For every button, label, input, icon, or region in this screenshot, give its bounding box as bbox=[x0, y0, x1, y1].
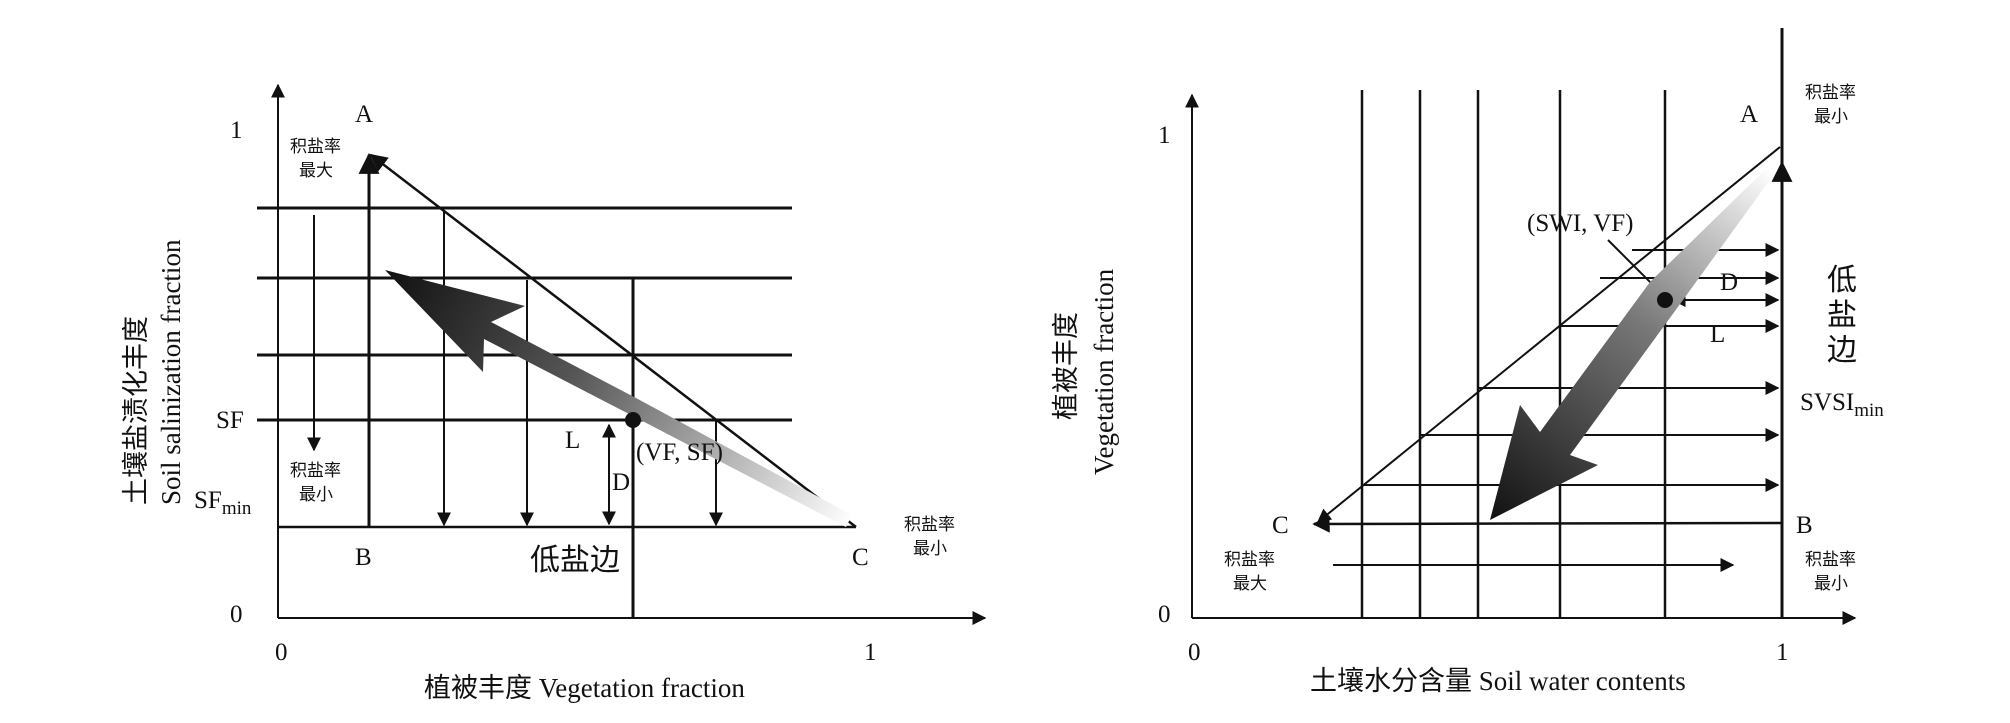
right-low-salt-2: 盐 bbox=[1827, 299, 1857, 332]
left-vertex-a: A bbox=[355, 101, 373, 128]
left-point bbox=[625, 412, 641, 428]
right-min-accum-top-1: 积盐率 bbox=[1805, 83, 1856, 102]
left-panel: A 1 积盐率 最大 SF SFmin 积盐率 最小 L D (VF, SF) … bbox=[121, 83, 987, 703]
left-x-axis-title: 植被丰度 Vegetation fraction bbox=[424, 673, 745, 703]
right-edge-bc bbox=[1312, 515, 1783, 533]
right-min-accum-bottom-2: 最小 bbox=[1814, 574, 1848, 593]
left-trend-arrow bbox=[385, 270, 852, 527]
right-l-label: L bbox=[1710, 321, 1725, 348]
right-y-axis-title-en: Vegetation fraction bbox=[1089, 268, 1119, 475]
left-max-accum-2: 最大 bbox=[299, 161, 333, 180]
left-min-accum-r-2: 最小 bbox=[913, 539, 947, 558]
right-svsi-label: SVSImin bbox=[1800, 389, 1884, 421]
left-y-axis-title-cn: 土壤盐渍化丰度 bbox=[121, 316, 151, 505]
right-point-label: (SWI, VF) bbox=[1527, 210, 1633, 237]
right-low-salt-1: 低 bbox=[1827, 264, 1857, 297]
right-vertex-c: C bbox=[1272, 512, 1289, 539]
left-low-salt-edge: 低盐边 bbox=[530, 544, 620, 577]
right-min-accum-bottom-1: 积盐率 bbox=[1805, 550, 1856, 569]
left-edge-ac bbox=[369, 153, 857, 528]
left-origin-y: 0 bbox=[230, 601, 243, 628]
left-min-accum-r-1: 积盐率 bbox=[904, 515, 955, 534]
left-vertex-b: B bbox=[355, 544, 372, 571]
right-max-accum-2: 最大 bbox=[1233, 574, 1267, 593]
left-vertex-c: C bbox=[852, 544, 869, 571]
right-vertex-b: B bbox=[1796, 512, 1813, 539]
right-point bbox=[1657, 292, 1673, 308]
right-origin: 0 bbox=[1158, 601, 1171, 628]
left-y-one: 1 bbox=[230, 117, 243, 144]
left-min-accum-2: 最小 bbox=[299, 485, 333, 504]
left-y-axis-title-en: Soil salinization fraction bbox=[156, 239, 186, 505]
right-edge-ac bbox=[1316, 146, 1781, 523]
left-min-accum-1: 积盐率 bbox=[290, 461, 341, 480]
left-max-accum-1: 积盐率 bbox=[290, 137, 341, 156]
right-panel: 1 A 积盐率 最小 (SWI, VF) D L 低 盐 边 SVSImin C… bbox=[1051, 28, 1884, 696]
left-l-label: L bbox=[565, 427, 580, 454]
right-x-origin: 0 bbox=[1188, 639, 1201, 666]
right-x-axis-title: 土壤水分含量 Soil water contents bbox=[1310, 666, 1686, 696]
right-x-one: 1 bbox=[1776, 639, 1789, 666]
right-min-accum-top-2: 最小 bbox=[1814, 107, 1848, 126]
left-sfmin-label: SFmin bbox=[194, 487, 252, 519]
right-low-salt-3: 边 bbox=[1827, 334, 1857, 367]
right-d-label: D bbox=[1720, 269, 1738, 296]
left-sf-label: SF bbox=[216, 407, 244, 434]
left-d-label: D bbox=[612, 469, 630, 496]
right-vertex-a: A bbox=[1740, 101, 1758, 128]
right-y-axis-title-cn: 植被丰度 bbox=[1051, 312, 1081, 420]
right-trend-arrow bbox=[1490, 165, 1777, 520]
left-point-label: (VF, SF) bbox=[636, 439, 723, 466]
right-max-accum-1: 积盐率 bbox=[1224, 550, 1275, 569]
left-origin-x: 0 bbox=[275, 639, 288, 666]
right-y-one: 1 bbox=[1158, 122, 1171, 149]
left-x-one: 1 bbox=[864, 639, 877, 666]
